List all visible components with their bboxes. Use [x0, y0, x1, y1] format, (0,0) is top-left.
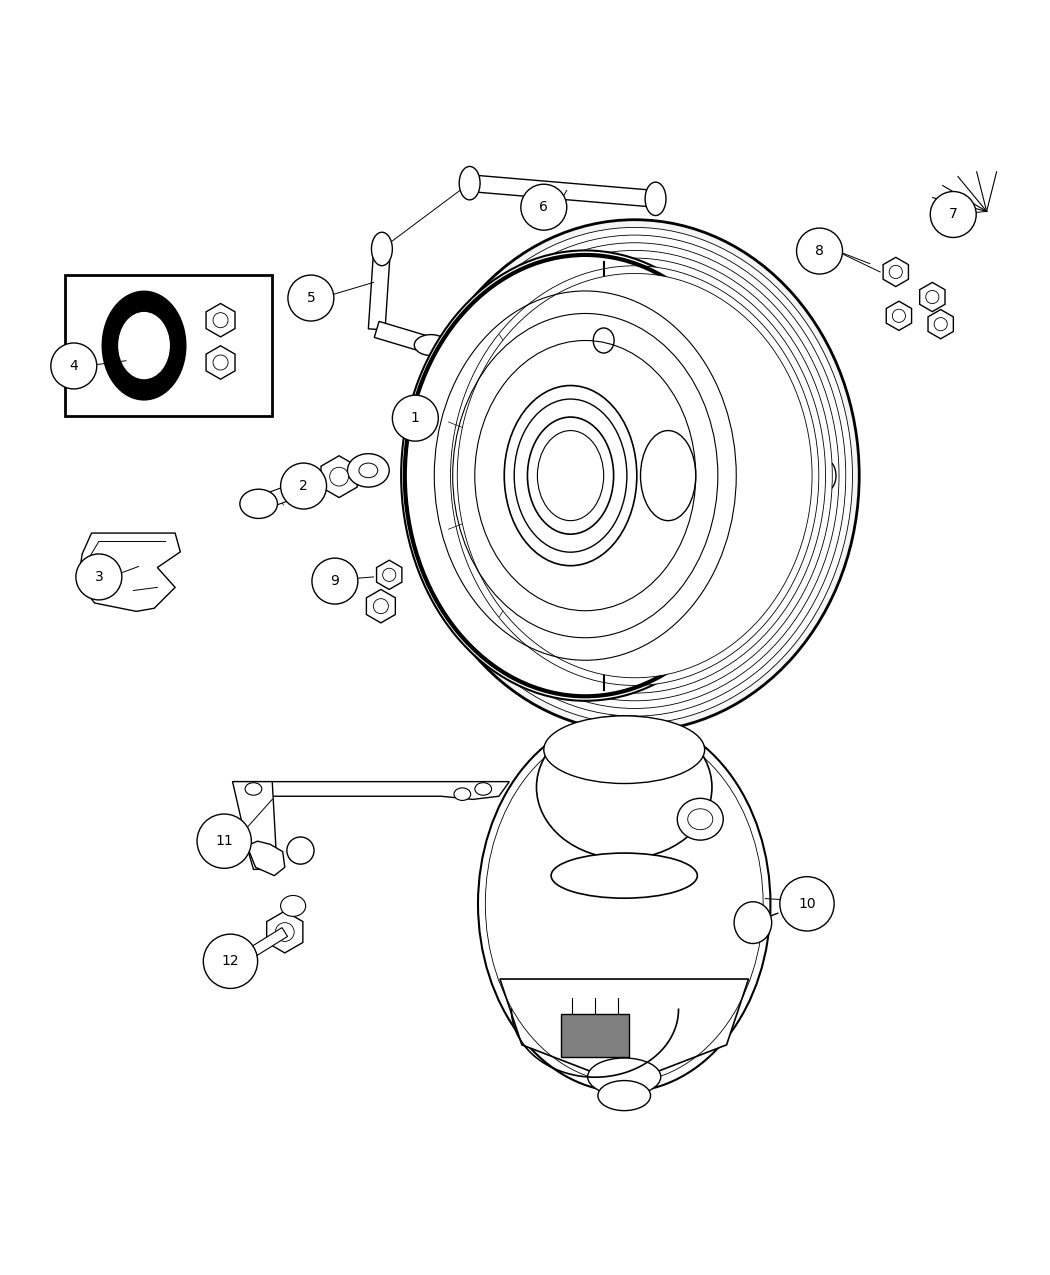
Polygon shape — [256, 476, 318, 511]
Polygon shape — [232, 782, 276, 870]
Ellipse shape — [245, 783, 261, 796]
Text: 7: 7 — [949, 208, 958, 222]
Ellipse shape — [450, 265, 819, 686]
Circle shape — [288, 275, 334, 321]
Ellipse shape — [645, 182, 666, 215]
Ellipse shape — [359, 463, 378, 478]
Text: 4: 4 — [69, 360, 78, 374]
Polygon shape — [232, 782, 509, 799]
Text: 3: 3 — [94, 570, 103, 584]
Ellipse shape — [734, 901, 772, 944]
Ellipse shape — [119, 312, 170, 379]
Ellipse shape — [280, 895, 306, 917]
Ellipse shape — [437, 250, 833, 701]
Bar — [65, 275, 272, 416]
Ellipse shape — [537, 715, 712, 859]
Ellipse shape — [411, 219, 859, 732]
Text: 2: 2 — [299, 479, 308, 493]
Circle shape — [374, 599, 388, 613]
Ellipse shape — [423, 235, 845, 717]
Polygon shape — [206, 303, 235, 337]
Ellipse shape — [597, 1080, 651, 1111]
Circle shape — [213, 354, 228, 370]
Polygon shape — [267, 912, 302, 952]
Circle shape — [312, 558, 358, 604]
Polygon shape — [206, 346, 235, 379]
Circle shape — [780, 877, 834, 931]
Ellipse shape — [239, 490, 277, 519]
Ellipse shape — [677, 798, 723, 840]
Text: 6: 6 — [540, 200, 548, 214]
Polygon shape — [374, 321, 432, 353]
Ellipse shape — [401, 250, 770, 701]
Text: 11: 11 — [215, 834, 233, 848]
Circle shape — [280, 463, 327, 509]
Polygon shape — [235, 928, 288, 965]
Ellipse shape — [815, 460, 836, 491]
Ellipse shape — [287, 836, 314, 864]
Polygon shape — [883, 258, 908, 287]
Circle shape — [50, 343, 97, 389]
Polygon shape — [469, 175, 656, 207]
Ellipse shape — [478, 715, 771, 1091]
Ellipse shape — [551, 853, 697, 898]
Ellipse shape — [457, 273, 812, 678]
Text: 8: 8 — [815, 244, 824, 258]
Ellipse shape — [372, 232, 393, 265]
Bar — [561, 1014, 629, 1057]
Ellipse shape — [527, 417, 613, 534]
Ellipse shape — [459, 167, 480, 200]
Ellipse shape — [102, 291, 186, 400]
Ellipse shape — [640, 431, 696, 520]
Text: 5: 5 — [307, 291, 315, 305]
Ellipse shape — [504, 385, 636, 566]
Circle shape — [892, 310, 905, 323]
Ellipse shape — [454, 788, 470, 801]
Polygon shape — [928, 310, 953, 339]
Circle shape — [926, 291, 939, 303]
Polygon shape — [369, 250, 391, 330]
Ellipse shape — [544, 715, 705, 784]
Circle shape — [934, 317, 947, 330]
Circle shape — [797, 228, 842, 274]
Text: 9: 9 — [331, 574, 339, 588]
Ellipse shape — [415, 334, 447, 356]
Polygon shape — [886, 301, 911, 330]
Ellipse shape — [444, 258, 825, 694]
Text: 10: 10 — [798, 896, 816, 910]
Ellipse shape — [417, 227, 853, 724]
Polygon shape — [78, 533, 181, 612]
Circle shape — [393, 395, 438, 441]
Polygon shape — [366, 589, 396, 623]
Ellipse shape — [475, 783, 491, 796]
Ellipse shape — [348, 454, 390, 487]
Circle shape — [197, 813, 251, 868]
Circle shape — [930, 191, 976, 237]
Polygon shape — [377, 560, 402, 589]
Text: 1: 1 — [411, 411, 420, 425]
Polygon shape — [321, 455, 357, 497]
Circle shape — [382, 569, 396, 581]
Circle shape — [330, 467, 349, 486]
Circle shape — [889, 265, 902, 278]
Circle shape — [204, 935, 257, 988]
Circle shape — [213, 312, 228, 328]
Text: 12: 12 — [222, 954, 239, 968]
Polygon shape — [920, 282, 945, 311]
Polygon shape — [500, 979, 749, 1074]
Circle shape — [76, 553, 122, 601]
Ellipse shape — [588, 1058, 660, 1095]
Polygon shape — [245, 842, 285, 876]
Circle shape — [275, 923, 294, 941]
Ellipse shape — [430, 242, 839, 709]
Circle shape — [521, 184, 567, 231]
